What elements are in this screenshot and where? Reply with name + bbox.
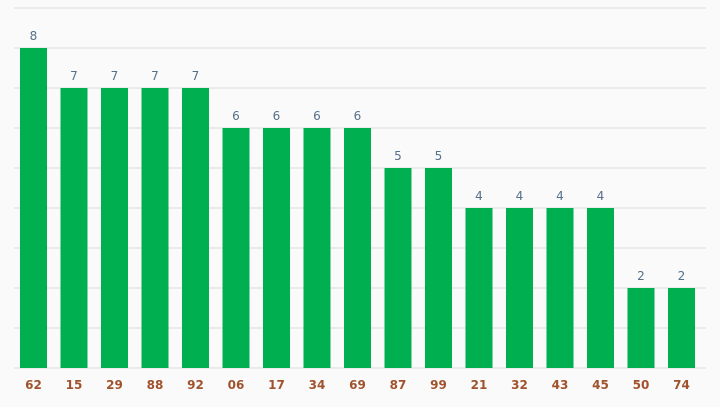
data-label-34: 6 [313, 109, 321, 123]
x-tick-label-62: 62 [25, 378, 42, 392]
bar-17 [263, 128, 290, 368]
x-tick-label-74: 74 [673, 378, 690, 392]
data-label-06: 6 [232, 109, 240, 123]
bar-92 [182, 88, 209, 368]
data-label-87: 5 [394, 149, 402, 163]
x-tick-label-29: 29 [106, 378, 123, 392]
data-label-74: 2 [678, 269, 686, 283]
x-tick-label-17: 17 [268, 378, 285, 392]
bar-50 [627, 288, 655, 368]
x-tick-label-87: 87 [390, 378, 407, 392]
bar-45 [587, 208, 614, 368]
bar-99 [425, 168, 452, 368]
x-tick-label-92: 92 [187, 378, 204, 392]
data-label-88: 7 [151, 69, 159, 83]
bar-74 [668, 288, 695, 368]
x-axis-tick-labels: 62 15 29 88 92 06 17 34 69 87 99 21 32 43 45 50 74 [25, 378, 690, 392]
bar-43 [546, 208, 574, 368]
data-label-50: 2 [637, 269, 645, 283]
x-tick-label-88: 88 [147, 378, 164, 392]
bar-21 [465, 208, 493, 368]
data-label-17: 6 [273, 109, 281, 123]
bar-69 [344, 128, 371, 368]
x-tick-label-15: 15 [66, 378, 83, 392]
data-label-69: 6 [354, 109, 362, 123]
x-tick-label-99: 99 [430, 378, 447, 392]
data-label-15: 7 [70, 69, 78, 83]
bars [20, 48, 695, 368]
x-tick-label-69: 69 [349, 378, 366, 392]
data-label-32: 4 [516, 189, 524, 203]
bar-29 [101, 88, 128, 368]
bar-88 [141, 88, 169, 368]
bar-34 [303, 128, 331, 368]
data-label-21: 4 [475, 189, 483, 203]
data-label-92: 7 [192, 69, 200, 83]
bar-06 [222, 128, 250, 368]
data-label-43: 4 [556, 189, 564, 203]
bar-15 [60, 88, 88, 368]
bar-32 [506, 208, 533, 368]
data-label-99: 5 [435, 149, 443, 163]
data-label-62: 8 [30, 29, 38, 43]
x-tick-label-32: 32 [511, 378, 528, 392]
x-tick-label-43: 43 [552, 378, 569, 392]
x-tick-label-50: 50 [633, 378, 650, 392]
data-label-45: 4 [597, 189, 605, 203]
bar-87 [384, 168, 412, 368]
data-label-29: 7 [111, 69, 119, 83]
x-tick-label-21: 21 [471, 378, 488, 392]
x-tick-label-45: 45 [592, 378, 609, 392]
bar-62 [20, 48, 47, 368]
x-tick-label-06: 06 [228, 378, 245, 392]
x-tick-label-34: 34 [309, 378, 326, 392]
data-labels: 8 7 7 7 7 6 6 6 6 5 5 4 4 4 4 2 2 [30, 29, 686, 283]
